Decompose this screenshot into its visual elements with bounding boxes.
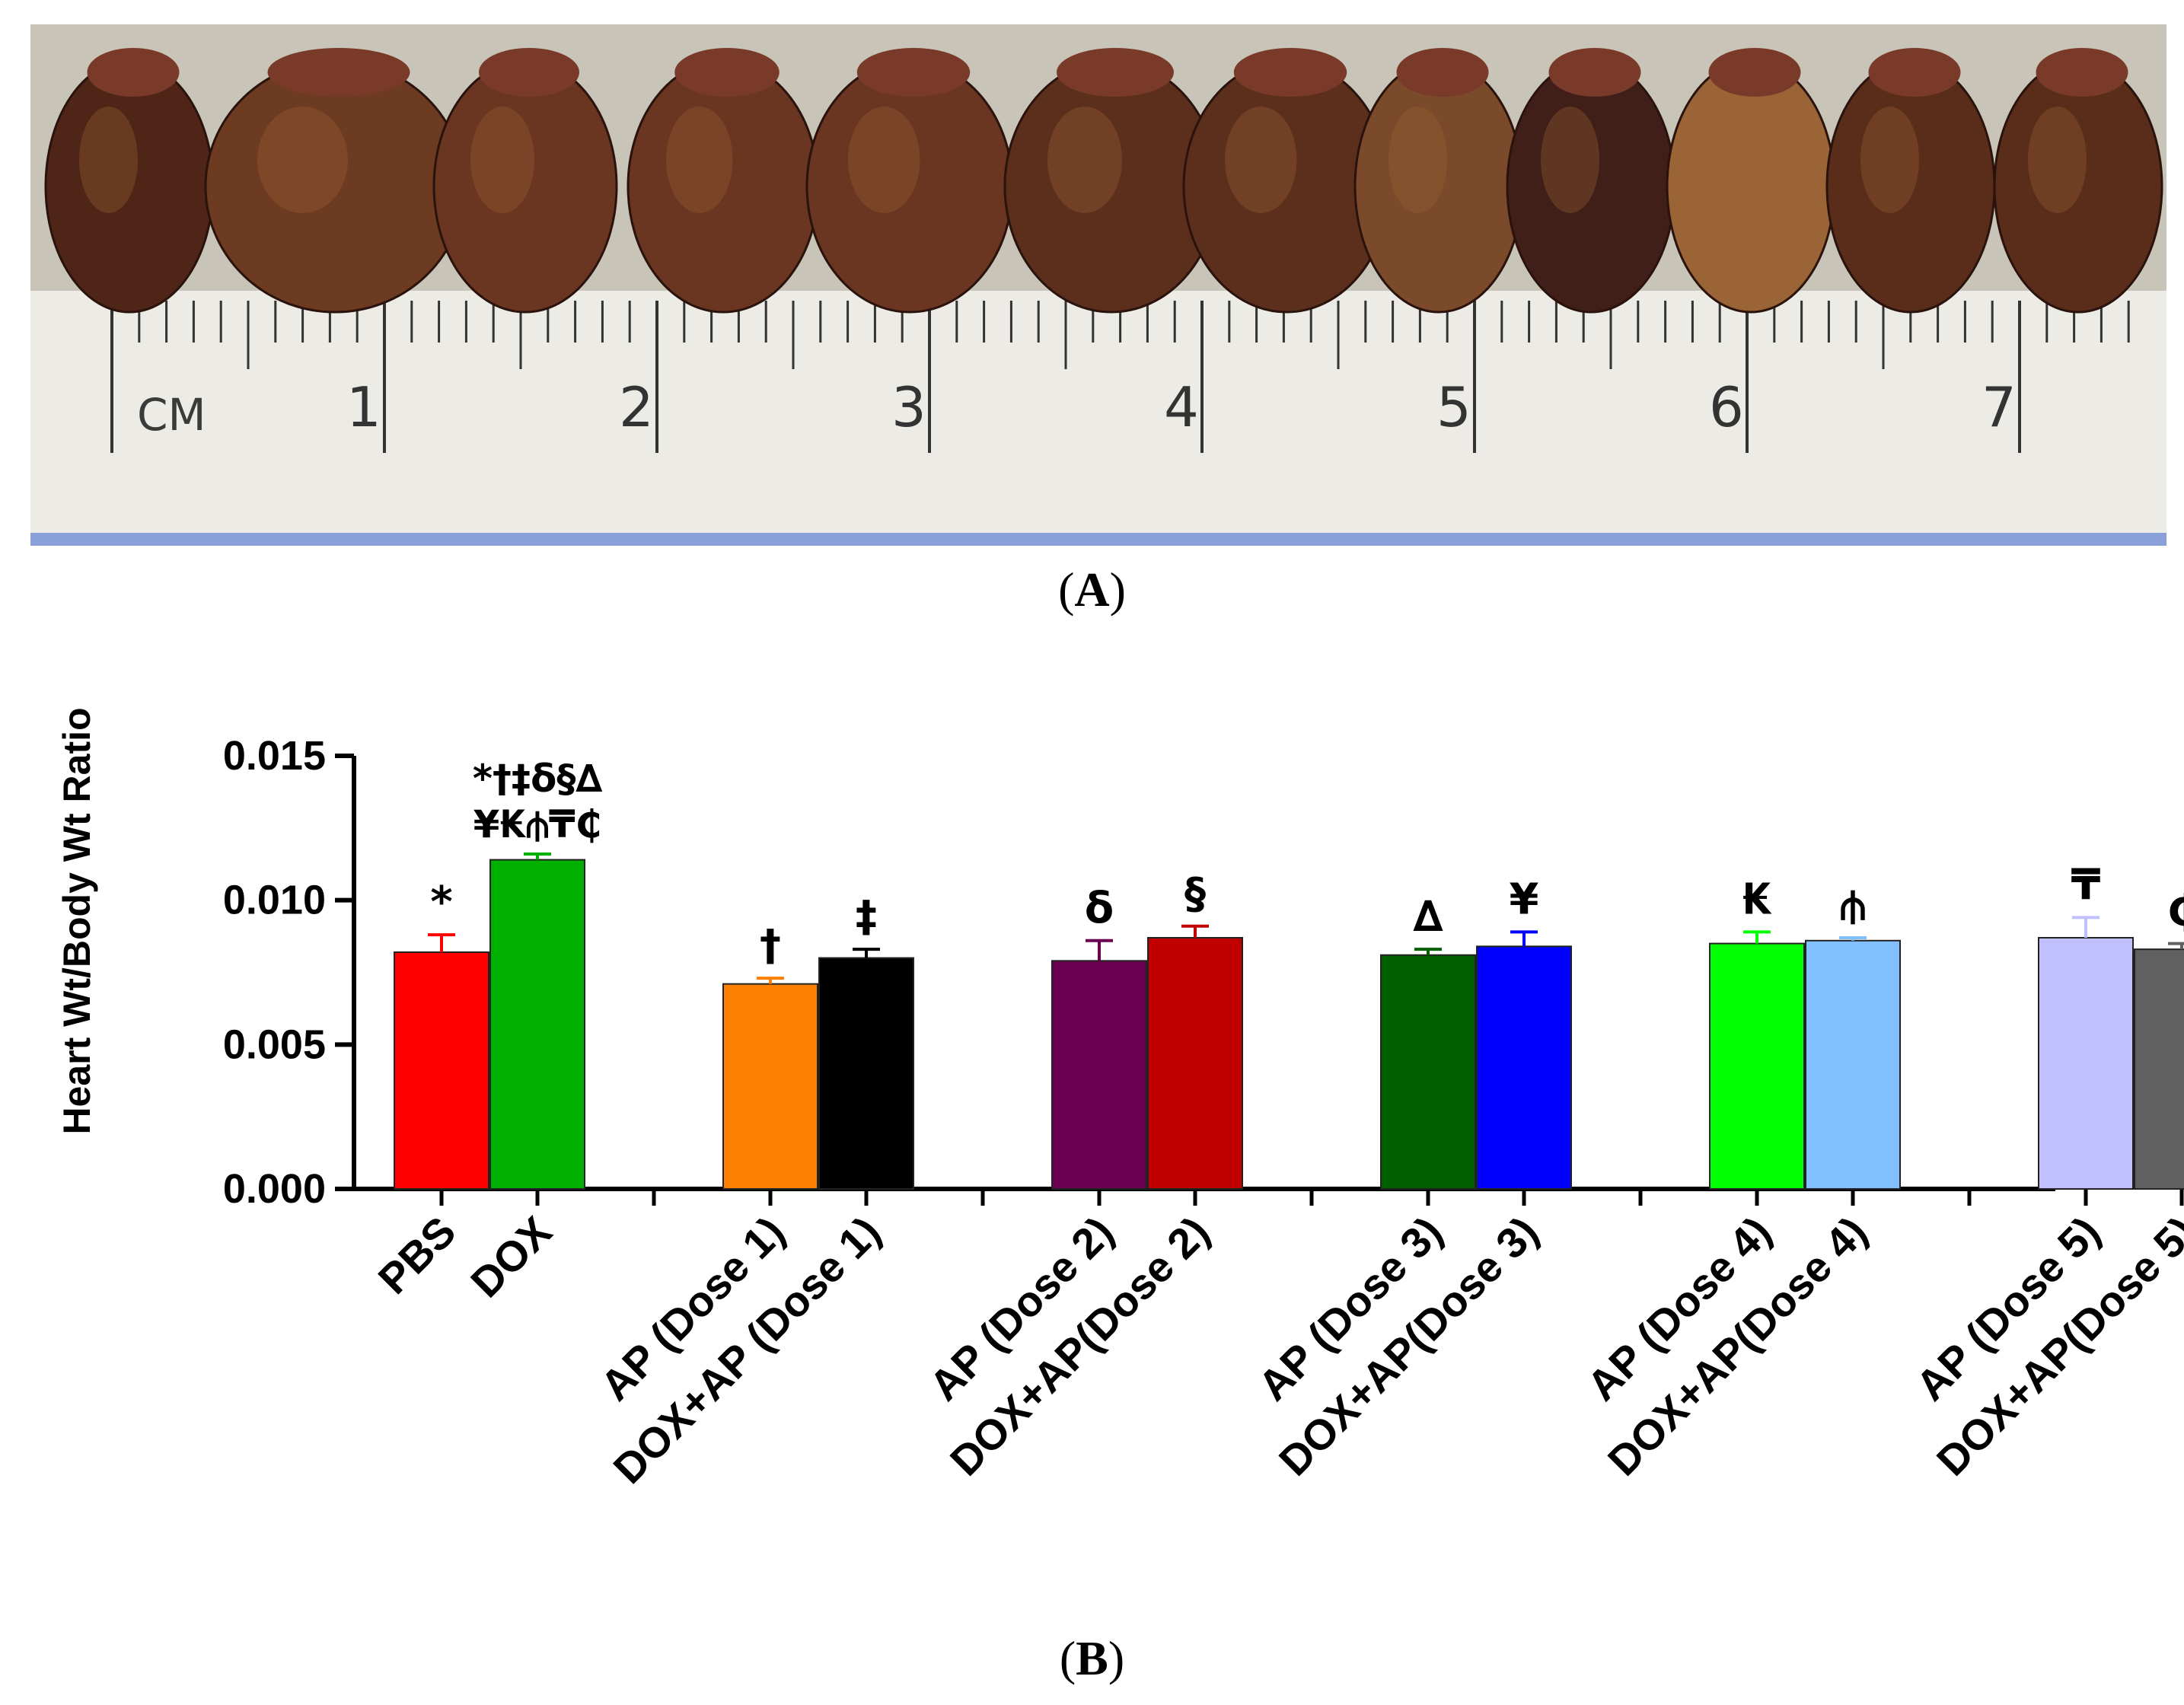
panel-a-label-letter: A — [1074, 562, 1110, 617]
significance-label: ¥ — [1510, 875, 1539, 924]
error-bar — [1086, 939, 1113, 961]
error-bar — [1510, 930, 1538, 947]
ruler-ticks — [110, 301, 2130, 453]
y-tick-label: 0.000 — [223, 1166, 326, 1212]
heart — [1825, 48, 1996, 314]
significance-label: ₵ — [2167, 887, 2184, 936]
significance-annotations: * *†‡δ§∆ ¥₭⫛₸₵ † ‡ δ § ∆ ¥ ₭ ⫛ ₸ ₵ — [430, 757, 2184, 970]
significance-label: δ — [1085, 884, 1114, 933]
y-tick-label: 0.010 — [223, 878, 326, 923]
ruler-number: 4 — [1164, 375, 1199, 439]
heart — [1506, 48, 1676, 314]
heart — [432, 48, 618, 314]
bar — [1805, 939, 1901, 1190]
y-tick-label: 0.015 — [223, 733, 326, 779]
ruler-number: 1 — [346, 375, 381, 439]
error-bar — [853, 948, 880, 958]
error-bars — [428, 852, 2184, 984]
bar — [2038, 936, 2134, 1190]
significance-label: § — [1184, 869, 1206, 919]
significance-label: ₸ — [2071, 860, 2101, 910]
ruler: CM 1 2 3 4 5 6 7 — [30, 291, 2166, 546]
bars — [394, 859, 2184, 1190]
heart — [627, 48, 820, 314]
y-axis-ticks: 0.000 0.005 0.010 0.015 — [223, 733, 354, 1212]
bar — [1051, 960, 1147, 1190]
ruler-number: 7 — [1982, 375, 2017, 439]
ruler-number: 5 — [1436, 375, 1471, 439]
error-bar — [428, 933, 455, 952]
panel-a-label: (A) — [0, 562, 2184, 618]
ruler-number: 3 — [891, 375, 926, 439]
significance-label: ‡ — [856, 892, 877, 942]
panel-a-label-close: ) — [1109, 562, 1126, 617]
y-axis-label: Heart Wt/Body Wt Ratio — [56, 707, 98, 1134]
bar — [394, 951, 489, 1190]
ruler-unit-label: CM — [137, 389, 206, 441]
error-bar — [1181, 924, 1209, 938]
error-bar — [1743, 930, 1771, 944]
significance-label: ∆ — [1413, 892, 1443, 942]
bar — [722, 983, 818, 1190]
bar — [1709, 942, 1805, 1190]
error-bar — [524, 852, 551, 860]
bar — [1147, 936, 1243, 1190]
panel-b-label-open: ( — [1059, 1631, 1076, 1685]
bar — [818, 957, 914, 1190]
heart — [204, 48, 466, 314]
y-tick-label: 0.005 — [223, 1021, 326, 1067]
error-bar — [757, 977, 784, 984]
panel-a-label-open: ( — [1058, 562, 1075, 617]
heart — [1666, 48, 1836, 314]
heart — [1993, 48, 2163, 314]
ruler-edge — [30, 533, 2166, 546]
bar — [2134, 948, 2184, 1190]
significance-label: ₭ — [1742, 875, 1772, 924]
panel-b-label-letter: B — [1076, 1631, 1108, 1685]
significance-label: * — [430, 878, 452, 927]
heart — [805, 48, 1014, 314]
error-bar — [1414, 948, 1442, 955]
bar — [1380, 954, 1476, 1190]
error-bar — [2168, 942, 2184, 950]
ruler-number: 6 — [1709, 375, 1744, 439]
x-tick-label: DOX — [461, 1207, 560, 1306]
significance-label: † — [760, 921, 781, 970]
panel-b-label-close: ) — [1108, 1631, 1125, 1685]
hearts-photo: CM 1 2 3 4 5 6 7 — [30, 24, 2166, 546]
heart — [1353, 48, 1524, 314]
ruler-number: 2 — [619, 375, 654, 439]
hearts-row — [44, 48, 2163, 314]
ruler-body — [30, 291, 2166, 542]
heart — [1182, 48, 1391, 314]
x-tick-label: PBS — [369, 1207, 465, 1303]
bar — [1476, 945, 1572, 1190]
bar — [489, 859, 585, 1190]
heart — [44, 48, 215, 314]
error-bar — [2072, 916, 2100, 938]
significance-label: *†‡δ§∆ ¥₭⫛₸₵ — [473, 757, 602, 846]
x-axis-ticks — [439, 1189, 2184, 1206]
ruler-numbers: 1 2 3 4 5 6 7 — [346, 375, 2017, 439]
panel-b-label: (B) — [0, 1630, 2184, 1687]
error-bar — [1839, 935, 1867, 941]
significance-label: ⫛ — [1840, 881, 1865, 930]
